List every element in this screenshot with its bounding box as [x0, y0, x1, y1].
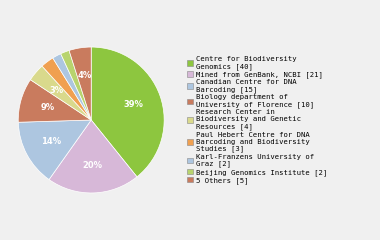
Wedge shape	[42, 58, 91, 120]
Text: 3%: 3%	[50, 86, 64, 95]
Wedge shape	[18, 120, 91, 180]
Legend: Centre for Biodiversity
Genomics [40], Mined from GenBank, NCBI [21], Canadian C: Centre for Biodiversity Genomics [40], M…	[186, 55, 328, 185]
Wedge shape	[61, 50, 91, 120]
Text: 14%: 14%	[41, 137, 62, 146]
Wedge shape	[69, 47, 91, 120]
Wedge shape	[49, 120, 137, 193]
Text: 4%: 4%	[77, 71, 91, 80]
Text: 20%: 20%	[82, 161, 103, 170]
Text: 39%: 39%	[124, 101, 144, 109]
Text: 9%: 9%	[41, 103, 55, 112]
Wedge shape	[30, 66, 91, 120]
Wedge shape	[91, 47, 164, 177]
Wedge shape	[18, 80, 91, 122]
Wedge shape	[53, 54, 91, 120]
